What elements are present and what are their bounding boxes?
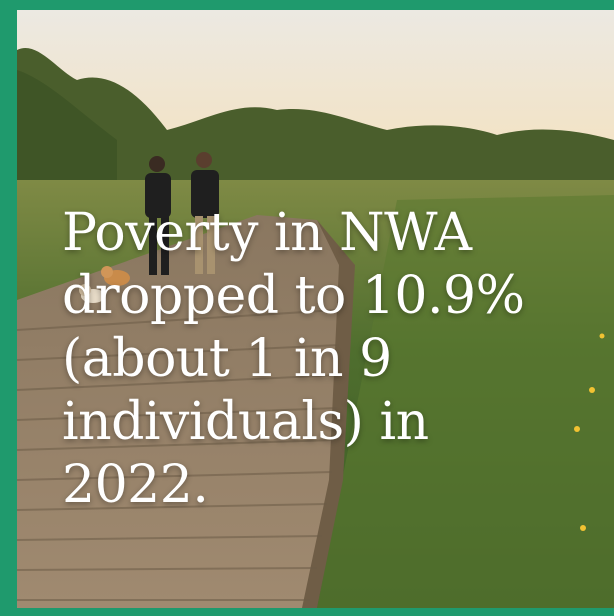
boardwalk-scene <box>17 10 614 608</box>
headline-text: Poverty in NWA dropped to 10.9% (about 1… <box>62 203 525 515</box>
background-photo: Poverty in NWA dropped to 10.9% (about 1… <box>17 10 614 608</box>
